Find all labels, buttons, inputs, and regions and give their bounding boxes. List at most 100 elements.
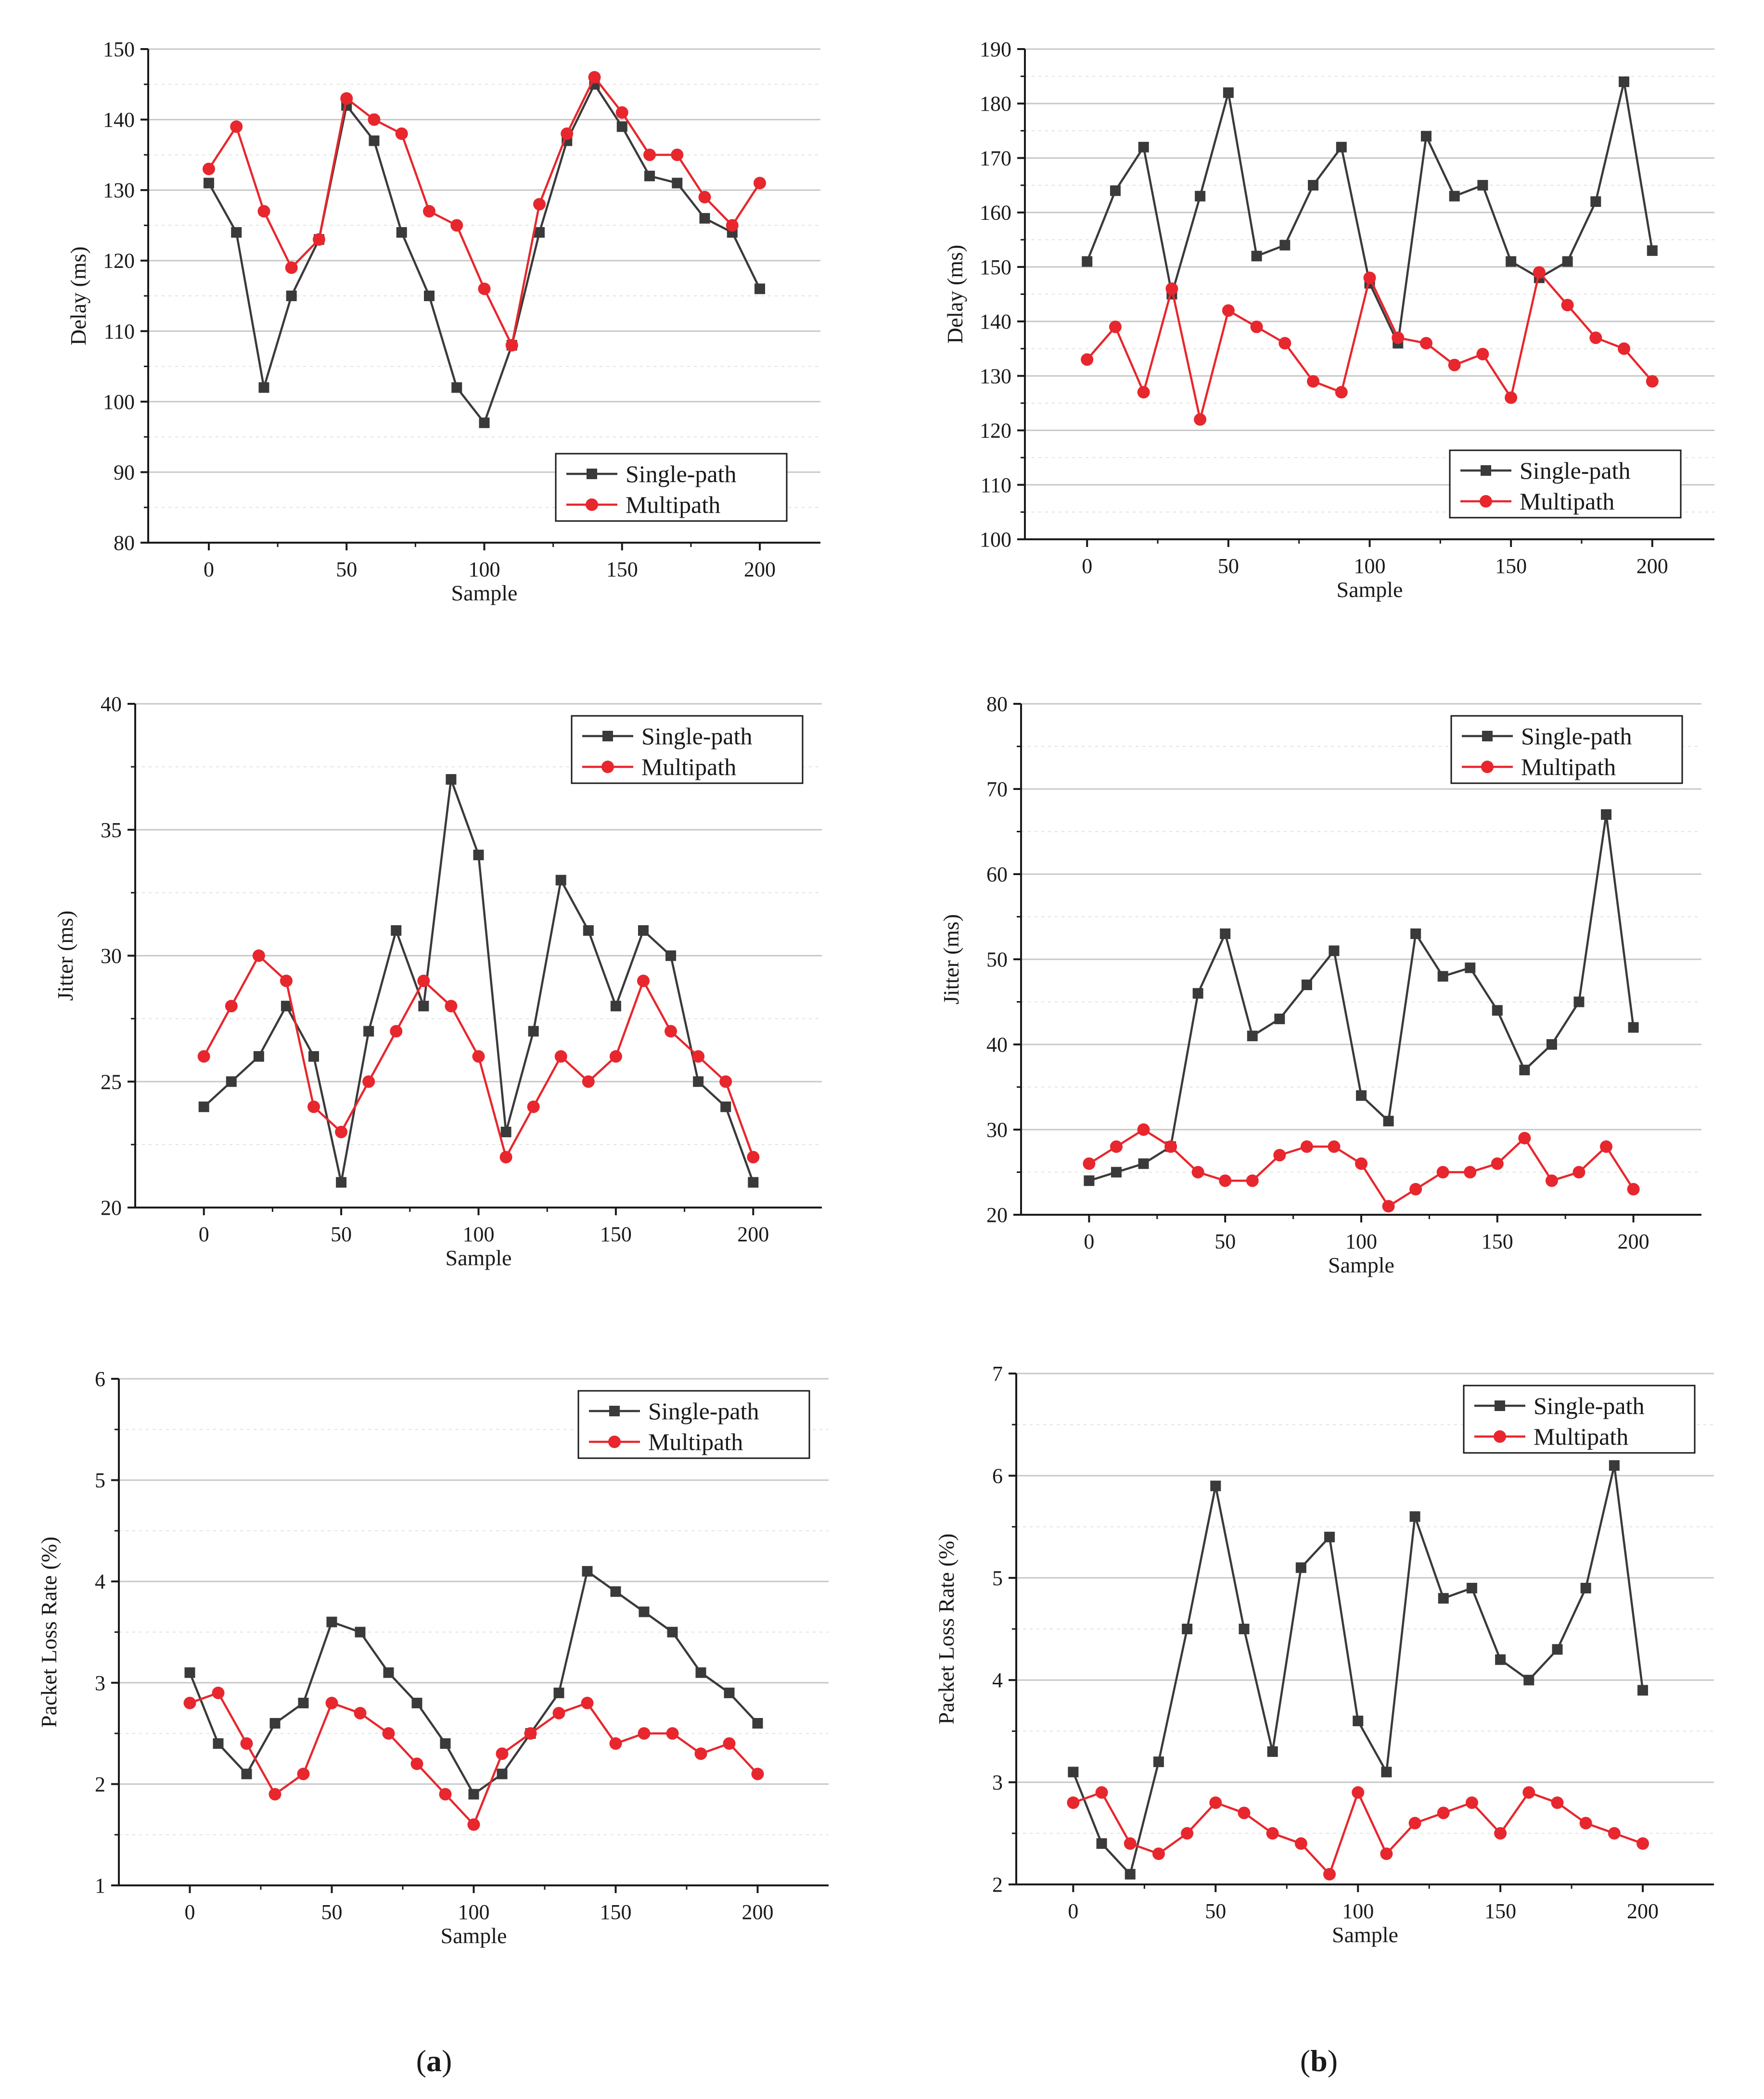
data-point-single-path bbox=[1125, 1869, 1136, 1880]
data-point-multipath bbox=[1522, 1786, 1535, 1799]
panel-label-a-close: ) bbox=[442, 2044, 452, 2078]
data-point-single-path bbox=[1111, 1167, 1122, 1178]
data-point-single-path bbox=[363, 1026, 374, 1037]
data-point-single-path bbox=[286, 291, 297, 301]
data-point-multipath bbox=[280, 974, 293, 987]
y-tick-label: 130 bbox=[103, 178, 135, 202]
data-point-multipath bbox=[1124, 1837, 1137, 1850]
legend-label: Single-path bbox=[626, 460, 737, 487]
data-point-single-path bbox=[583, 925, 594, 936]
data-point-single-path bbox=[203, 178, 214, 189]
y-tick-label: 25 bbox=[101, 1070, 122, 1094]
data-point-single-path bbox=[1437, 971, 1448, 982]
data-point-multipath bbox=[1238, 1806, 1251, 1819]
series-line-multipath bbox=[189, 1692, 759, 1826]
data-point-single-path bbox=[693, 1076, 704, 1087]
data-point-single-path bbox=[1329, 945, 1340, 956]
y-tick-label: 110 bbox=[981, 473, 1011, 497]
data-point-single-path bbox=[423, 291, 435, 301]
x-axis-title: Sample bbox=[441, 1923, 507, 1948]
data-point-multipath bbox=[533, 198, 546, 211]
legend-label: Multipath bbox=[1521, 753, 1616, 780]
legend: Single-path Multipath bbox=[577, 1390, 810, 1459]
data-point-single-path bbox=[639, 1606, 650, 1617]
legend-marker bbox=[1494, 1430, 1506, 1443]
x-tick-label: 50 bbox=[336, 558, 357, 581]
data-point-multipath bbox=[1363, 271, 1376, 284]
data-point-single-path bbox=[1239, 1624, 1250, 1634]
data-point-multipath bbox=[1505, 391, 1518, 404]
data-point-single-path bbox=[396, 227, 407, 238]
x-tick-label: 200 bbox=[1627, 1899, 1659, 1923]
data-point-multipath bbox=[638, 1727, 651, 1740]
data-point-multipath bbox=[422, 205, 435, 218]
data-point-single-path bbox=[1247, 1030, 1258, 1042]
data-point-single-path bbox=[473, 850, 484, 861]
y-tick-label: 80 bbox=[986, 692, 1008, 716]
data-point-multipath bbox=[202, 163, 215, 176]
data-point-multipath bbox=[212, 1686, 225, 1699]
legend: Single-path Multipath bbox=[571, 715, 804, 784]
y-tick-label: 35 bbox=[101, 818, 122, 842]
data-point-single-path bbox=[1383, 1116, 1394, 1127]
series-single-path bbox=[203, 79, 766, 428]
y-tick-label: 3 bbox=[992, 1771, 1003, 1794]
y-tick-label: 170 bbox=[980, 146, 1011, 170]
legend-entry: Single-path bbox=[1474, 1392, 1645, 1419]
data-point-multipath bbox=[312, 233, 325, 246]
data-point-multipath bbox=[1181, 1827, 1194, 1840]
x-tick-label: 100 bbox=[469, 558, 500, 581]
data-point-multipath bbox=[1491, 1157, 1504, 1170]
data-point-single-path bbox=[213, 1738, 224, 1749]
data-point-multipath bbox=[285, 261, 298, 274]
data-point-multipath bbox=[609, 1737, 622, 1750]
y-tick-label: 20 bbox=[101, 1196, 122, 1220]
y-axis-title: Delay (ms) bbox=[66, 246, 90, 345]
data-point-multipath bbox=[230, 120, 243, 133]
x-tick-label: 0 bbox=[204, 558, 214, 581]
legend-marker bbox=[608, 1436, 621, 1448]
data-point-single-path bbox=[1562, 256, 1573, 267]
data-point-multipath bbox=[1294, 1837, 1307, 1850]
data-point-multipath bbox=[1464, 1166, 1477, 1179]
legend-entry: Multipath bbox=[582, 753, 736, 780]
data-point-multipath bbox=[183, 1696, 196, 1709]
legend-entry: Multipath bbox=[1460, 488, 1614, 515]
data-point-single-path bbox=[1580, 1583, 1591, 1594]
series-single-path bbox=[198, 774, 759, 1188]
data-point-multipath bbox=[382, 1727, 395, 1740]
data-point-multipath bbox=[1408, 1817, 1421, 1830]
x-tick-label: 0 bbox=[185, 1900, 195, 1924]
data-point-multipath bbox=[410, 1757, 423, 1770]
data-point-single-path bbox=[1336, 141, 1347, 153]
data-point-multipath bbox=[417, 974, 430, 987]
data-point-single-path bbox=[616, 121, 627, 132]
data-point-single-path bbox=[198, 1101, 209, 1112]
y-tick-label: 30 bbox=[101, 944, 122, 968]
data-point-single-path bbox=[1409, 1511, 1420, 1522]
panel-label-b-open: ( bbox=[1300, 2044, 1310, 2078]
data-point-single-path bbox=[1096, 1838, 1107, 1849]
data-point-multipath bbox=[505, 339, 518, 352]
legend-marker bbox=[609, 1406, 620, 1416]
data-point-single-path bbox=[699, 213, 710, 224]
data-point-single-path bbox=[644, 170, 655, 181]
data-point-multipath bbox=[692, 1050, 705, 1063]
data-point-multipath bbox=[1222, 304, 1235, 317]
data-point-single-path bbox=[355, 1627, 366, 1638]
legend-marker bbox=[1495, 1400, 1505, 1411]
data-point-single-path bbox=[1465, 962, 1476, 973]
data-point-single-path bbox=[1590, 196, 1601, 207]
data-point-multipath bbox=[362, 1075, 375, 1088]
y-tick-label: 2 bbox=[992, 1873, 1003, 1896]
legend-marker bbox=[601, 761, 614, 773]
data-point-single-path bbox=[391, 925, 402, 936]
data-point-single-path bbox=[1628, 1022, 1639, 1033]
data-point-multipath bbox=[1494, 1827, 1507, 1840]
x-tick-label: 0 bbox=[1068, 1899, 1078, 1923]
y-tick-label: 120 bbox=[980, 419, 1011, 443]
y-tick-label: 5 bbox=[992, 1566, 1003, 1590]
y-tick-label: 100 bbox=[103, 390, 135, 414]
data-point-multipath bbox=[354, 1706, 367, 1719]
x-tick-label: 50 bbox=[331, 1222, 352, 1246]
